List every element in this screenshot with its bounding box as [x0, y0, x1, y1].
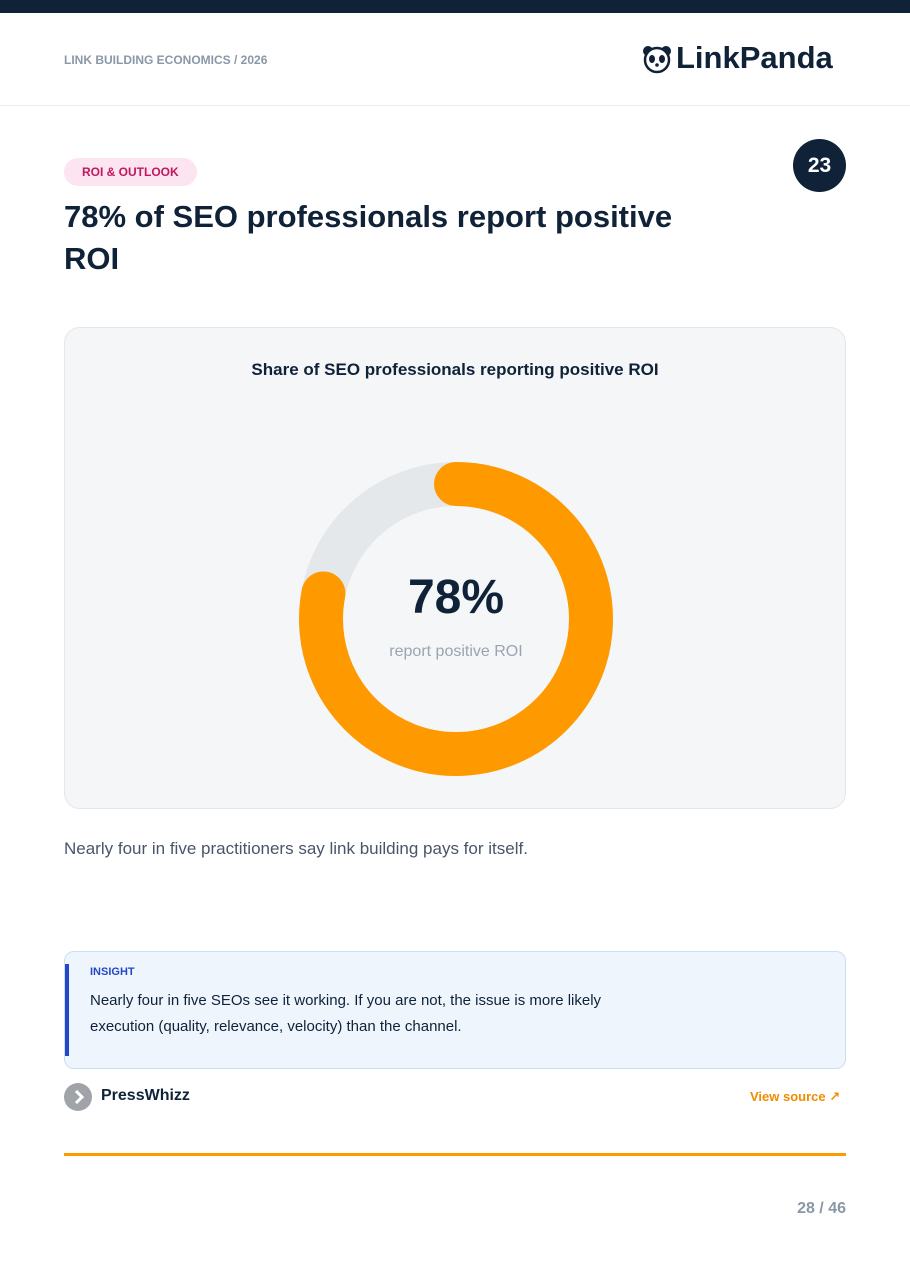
- badge: 23: [793, 139, 846, 192]
- insight-bar: [65, 964, 69, 1056]
- chart: 78% report positive ROI: [299, 462, 613, 776]
- insight-text: Nearly four in five SEOs see it working.…: [90, 992, 602, 1035]
- source-link[interactable]: View source ↗: [750, 1089, 841, 1104]
- footer-rule: [64, 1153, 846, 1156]
- center-label: report positive ROI: [389, 643, 522, 660]
- insight-label: INSIGHT: [90, 966, 135, 978]
- top-bar: [0, 0, 910, 13]
- brand: LinkPanda: [676, 40, 833, 75]
- chart-card: Share of SEO professionals reporting pos…: [64, 327, 846, 809]
- insight-box: INSIGHT Nearly four in five SEOs see it …: [64, 951, 846, 1069]
- logo-icon: [643, 46, 671, 74]
- source-link-text[interactable]: View source: [750, 1089, 826, 1104]
- caption: Nearly four in five practitioners say li…: [64, 839, 528, 858]
- divider: [0, 105, 910, 106]
- chart-title: Share of SEO professionals reporting pos…: [251, 360, 659, 379]
- header-label: LINK BUILDING ECONOMICS / 2026: [64, 53, 268, 67]
- title: 78% of SEO professionals report positive…: [64, 199, 673, 276]
- page-number: 28 / 46: [797, 1200, 846, 1217]
- source-icon: [64, 1083, 92, 1111]
- source-name: PressWhizz: [101, 1087, 190, 1104]
- center-value: 78%: [408, 571, 504, 624]
- donut-arc: [299, 462, 613, 776]
- tag: ROI & OUTLOOK: [64, 158, 197, 186]
